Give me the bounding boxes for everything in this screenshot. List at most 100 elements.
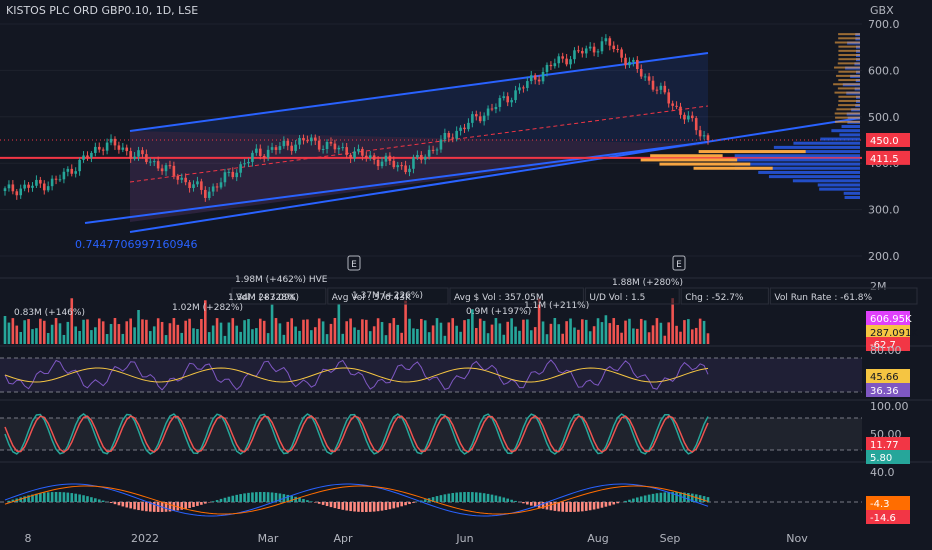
time-axis-tick: Sep [660, 532, 681, 545]
candle-body [491, 109, 494, 110]
candle-body [15, 191, 18, 195]
symbol-title: KISTOS PLC ORD GBP0.10, 1D, LSE [6, 4, 198, 17]
candle-body [169, 165, 172, 166]
macd-histogram-bar [349, 502, 352, 511]
volume-bar [353, 327, 356, 344]
volume-bar [51, 325, 54, 344]
candle-body [691, 116, 694, 118]
candle-body [506, 96, 509, 102]
candle-body [416, 155, 419, 157]
volume-bar [671, 298, 674, 344]
candle-body [110, 139, 113, 143]
candle-body [263, 156, 266, 158]
volume-bar [593, 326, 596, 344]
volume-bar [338, 304, 341, 344]
volume-bar [23, 320, 26, 344]
macd-histogram-bar [573, 502, 576, 512]
volume-bar [369, 331, 372, 344]
candle-body [609, 38, 612, 45]
volume-bar [70, 298, 73, 344]
volume-bar [251, 329, 254, 344]
volume-bar [660, 323, 663, 344]
volume-bar [557, 324, 560, 344]
volume-bar [518, 331, 521, 344]
macd-histogram-bar [471, 492, 474, 502]
macd-histogram-bar [290, 496, 293, 502]
volume-bar [200, 319, 203, 344]
candle-body [542, 72, 545, 81]
macd-histogram-bar [440, 495, 443, 502]
candle-body [165, 165, 168, 171]
volume-bar [389, 323, 392, 344]
macd-histogram-bar [94, 498, 97, 502]
candle-body [554, 63, 557, 66]
volume-bar [125, 321, 128, 344]
candle-body [357, 149, 360, 151]
volume-bar [279, 323, 282, 344]
volume-bar [581, 319, 584, 344]
candle-body [341, 147, 344, 148]
volume-profile-bar [838, 100, 860, 102]
candle-body [204, 190, 207, 198]
volume-profile-bar [838, 79, 860, 81]
candle-body [632, 60, 635, 62]
volume-annotation: 1.37M (+226%) [352, 291, 423, 301]
candle-body [514, 90, 517, 100]
candle-body [483, 116, 486, 122]
fib-label: 0.7447706997160946 [75, 238, 197, 251]
macd-histogram-bar [251, 492, 254, 502]
macd-histogram-bar [129, 502, 132, 508]
candle-body [593, 47, 596, 53]
volume-bar [455, 326, 458, 344]
candle-body [479, 116, 482, 121]
macd-histogram-bar [255, 492, 258, 502]
macd-histogram-bar [475, 492, 478, 502]
volume-bar [212, 326, 215, 344]
volume-bar [652, 325, 655, 344]
volume-profile-bar [838, 54, 860, 56]
volume-profile-bar [735, 154, 860, 157]
volume-bar [102, 321, 105, 344]
volume-profile-bar [835, 92, 860, 94]
candle-body [326, 142, 329, 149]
volume-bar [573, 328, 576, 344]
candle-body [585, 48, 588, 53]
volume-bar [420, 319, 423, 344]
volume-annotation: 1.1M (+211%) [524, 301, 589, 311]
candle-body [279, 146, 282, 150]
macd-histogram-bar [377, 502, 380, 511]
candle-body [353, 151, 356, 158]
candle-body [487, 109, 490, 116]
candle-body [597, 51, 600, 52]
currency-label: GBX [870, 4, 894, 17]
candle-body [436, 149, 439, 150]
macd-histogram-bar [644, 495, 647, 502]
volume-bar [220, 323, 223, 344]
volume-bar [94, 327, 97, 344]
macd-histogram-bar [479, 493, 482, 502]
macd-histogram-bar [145, 502, 148, 511]
volume-bar [699, 319, 702, 344]
candle-body [444, 133, 447, 139]
volume-bar [239, 332, 242, 344]
volume-bar [314, 327, 317, 344]
volume-profile-bar [836, 75, 860, 77]
candle-body [569, 59, 572, 64]
macd-histogram-bar [204, 502, 207, 504]
volume-bar [385, 335, 388, 344]
volume-profile-bar [838, 104, 860, 106]
macd-tag-1-text: -4.3 [870, 499, 890, 510]
volume-bar [644, 320, 647, 344]
candle-body [703, 135, 706, 136]
volume-bar [78, 331, 81, 344]
macd-histogram-bar [510, 500, 513, 502]
macd-histogram-bar [612, 502, 615, 504]
macd-histogram-bar [381, 502, 384, 511]
volume-bar [373, 326, 376, 344]
candle-body [432, 150, 435, 151]
volume-bar [180, 333, 183, 344]
macd-histogram-bar [514, 501, 517, 502]
volume-profile-bar [818, 183, 860, 186]
macd-histogram-bar [267, 492, 270, 502]
macd-histogram-bar [122, 502, 125, 506]
